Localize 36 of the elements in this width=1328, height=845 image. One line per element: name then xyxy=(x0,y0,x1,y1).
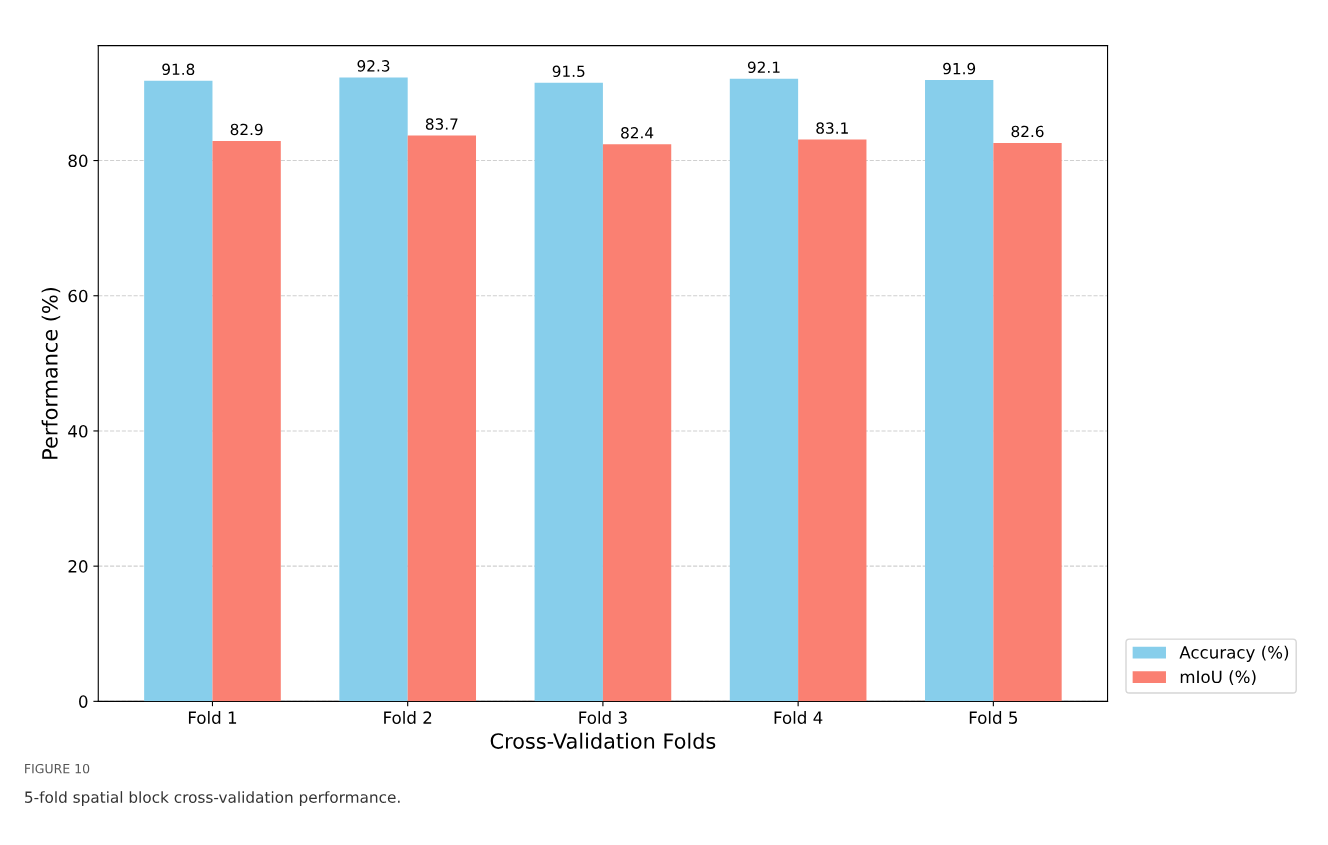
data-label: 91.5 xyxy=(552,65,585,78)
bar xyxy=(144,80,213,702)
y-axis-title: Performance (%) xyxy=(41,287,61,459)
x-tick-label: Fold 3 xyxy=(579,711,627,724)
bar xyxy=(407,135,477,702)
data-label: 92.1 xyxy=(747,61,780,74)
y-tick-label: 20 xyxy=(68,560,88,573)
x-tick-label: Fold 5 xyxy=(969,711,1018,724)
bar xyxy=(212,140,281,702)
data-label: 82.6 xyxy=(1011,125,1044,138)
data-label: 92.3 xyxy=(357,60,390,72)
y-tick-label: 0 xyxy=(79,695,88,708)
data-label: 91.9 xyxy=(943,62,976,75)
y-tick-label: 40 xyxy=(68,424,88,438)
x-tick-label: Fold 1 xyxy=(188,711,237,724)
x-tick-label: Fold 2 xyxy=(384,711,432,724)
bar xyxy=(534,82,603,702)
data-label: 82.9 xyxy=(230,123,263,136)
y-tick-label: 80 xyxy=(68,154,88,168)
data-label: 82.4 xyxy=(621,127,654,139)
bar xyxy=(925,80,994,702)
legend-label: Accuracy (%) xyxy=(1179,645,1289,662)
y-tick-label: 60 xyxy=(68,289,88,303)
data-label: 83.1 xyxy=(816,122,848,134)
caption: FIGURE 10 xyxy=(25,763,90,774)
bar xyxy=(993,142,1062,702)
bar xyxy=(729,78,799,702)
text: 5-fold spatial block cross-validation performance. xyxy=(25,791,400,806)
data-label: 83.7 xyxy=(425,118,458,130)
x-tick-label: Fold 4 xyxy=(774,711,823,724)
x-axis-title: Cross-Validation Folds xyxy=(490,732,716,749)
data-label: 91.8 xyxy=(162,63,195,76)
legend-label: mIoU (%) xyxy=(1180,670,1256,686)
bar xyxy=(339,77,408,702)
bar xyxy=(602,144,672,702)
bar xyxy=(798,139,867,702)
